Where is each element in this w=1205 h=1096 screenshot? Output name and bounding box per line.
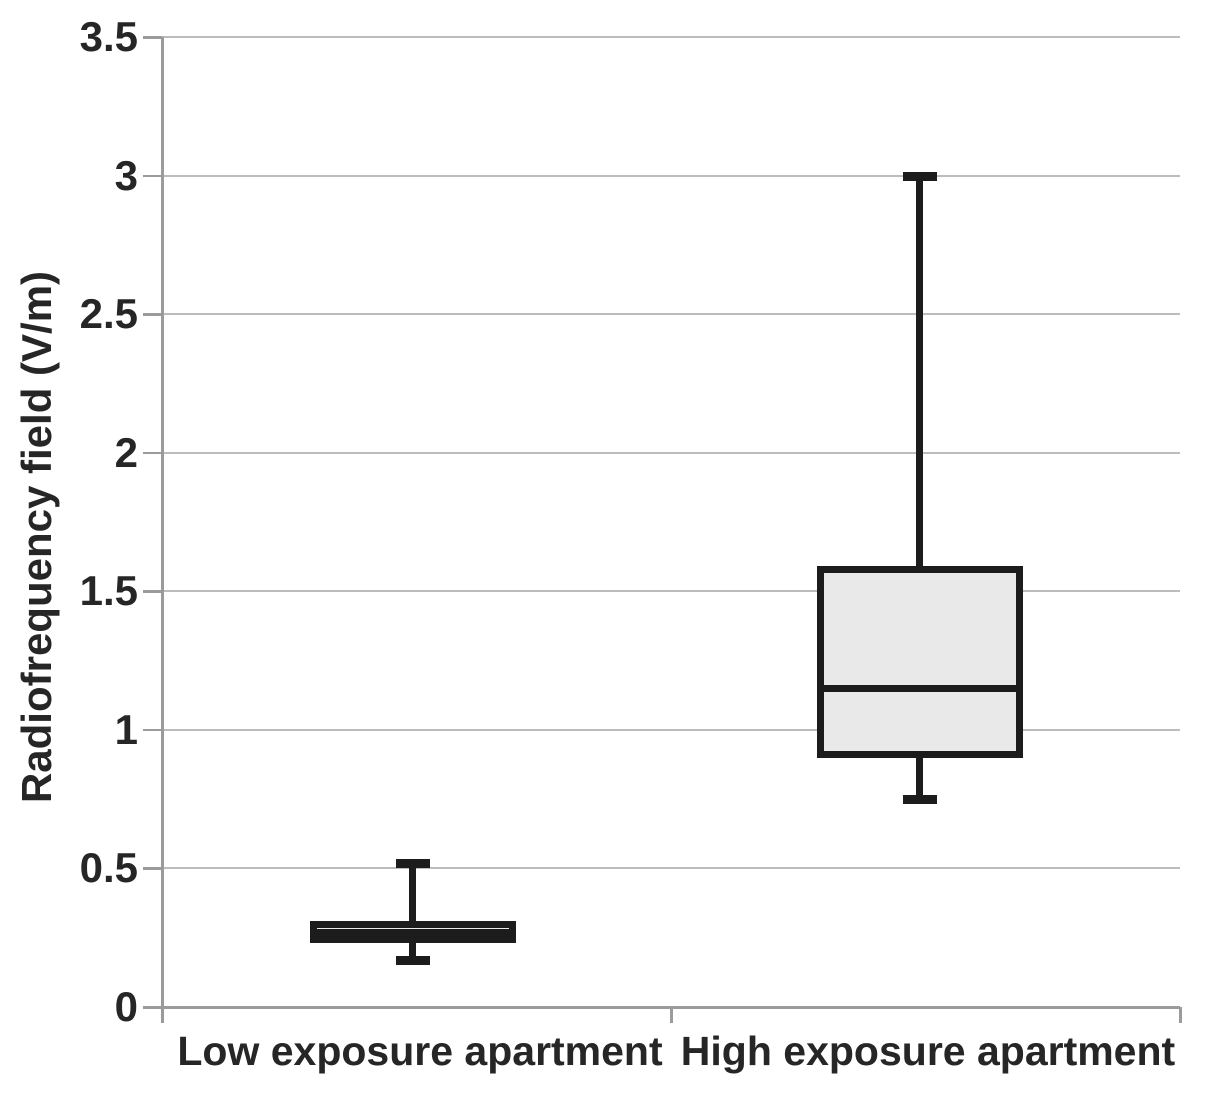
whisker-cap-top-high: [902, 171, 937, 181]
y-axis-tick: [143, 451, 162, 455]
y-axis-tick: [143, 174, 162, 178]
y-axis-tick: [143, 867, 162, 870]
y-axis-tick-label: 1: [114, 705, 138, 753]
y-axis-tick: [143, 728, 162, 732]
y-axis-tick-label: 1.5: [79, 567, 138, 615]
whisker-cap-bottom-low: [395, 955, 430, 965]
gridline: [162, 313, 1180, 316]
y-axis-title: Radiofrequency field (V/m): [13, 270, 60, 804]
y-axis-tick: [143, 590, 162, 593]
x-axis-tick: [669, 1007, 673, 1023]
y-axis-tick-label: 0: [114, 983, 138, 1030]
y-axis-tick-label: 2.5: [79, 290, 138, 338]
y-axis-tick-label: 3.5: [79, 13, 138, 60]
y-axis-line: [160, 37, 164, 1023]
y-axis-tick: [143, 313, 162, 316]
y-axis-tick: [143, 36, 162, 39]
x-axis-tick: [1178, 1007, 1182, 1023]
whisker-cap-top-low: [395, 858, 430, 868]
x-axis-tick: [160, 1007, 164, 1023]
median-line-high: [816, 684, 1023, 692]
y-axis-tick-label: 0.5: [79, 844, 138, 892]
y-axis-tick-label: 2: [114, 428, 138, 476]
box-high: [816, 566, 1023, 758]
median-line-low: [309, 928, 516, 936]
x-axis-category-label-high: High exposure apartment: [680, 1028, 1176, 1074]
x-axis-category-label-low: Low exposure apartment: [177, 1028, 663, 1074]
gridline: [162, 590, 1180, 593]
gridline: [162, 174, 1180, 177]
whisker-cap-bottom-high: [902, 795, 937, 805]
gridline: [162, 36, 1180, 38]
whisker-line-high: [916, 175, 923, 800]
gridline: [162, 451, 1180, 454]
whisker-line-low: [409, 862, 416, 960]
gridline: [162, 867, 1180, 870]
gridline: [162, 728, 1180, 731]
y-axis-tick-label: 3: [114, 151, 138, 199]
y-axis-tick: [143, 1006, 162, 1009]
